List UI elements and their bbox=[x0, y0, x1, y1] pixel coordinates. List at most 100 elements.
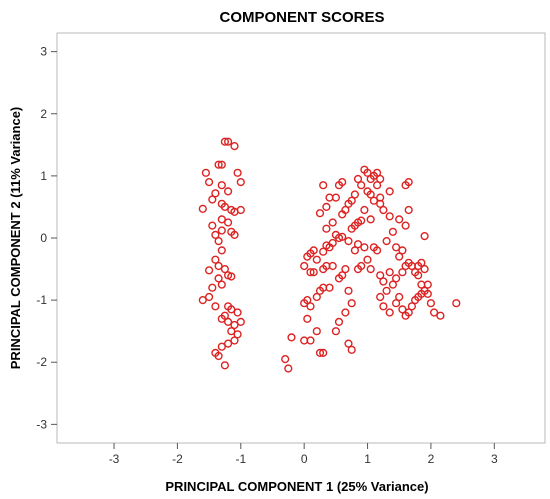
data-point bbox=[217, 160, 226, 169]
data-point bbox=[236, 178, 245, 187]
data-point bbox=[436, 311, 445, 320]
data-point bbox=[334, 274, 344, 283]
data-point bbox=[211, 230, 220, 240]
data-point bbox=[217, 342, 226, 351]
data-point bbox=[328, 238, 337, 248]
data-point bbox=[306, 268, 315, 277]
plot-area-frame bbox=[56, 32, 546, 444]
data-point bbox=[369, 196, 379, 205]
data-point bbox=[423, 289, 432, 299]
data-point bbox=[325, 283, 334, 292]
data-point bbox=[360, 243, 369, 252]
data-point bbox=[214, 261, 223, 271]
data-point bbox=[357, 261, 366, 271]
data-point bbox=[401, 221, 410, 230]
data-point bbox=[224, 187, 233, 196]
data-point bbox=[392, 274, 401, 283]
data-point bbox=[205, 292, 214, 302]
x-tick-label: 2 bbox=[428, 452, 435, 466]
data-point bbox=[347, 345, 356, 354]
data-point bbox=[217, 280, 226, 289]
data-point bbox=[227, 272, 236, 281]
data-point bbox=[331, 327, 341, 336]
data-point bbox=[319, 348, 328, 358]
y-tick-label: 1 bbox=[40, 169, 47, 183]
data-point bbox=[315, 348, 325, 358]
data-point bbox=[344, 237, 353, 246]
data-point bbox=[224, 317, 233, 327]
data-point bbox=[357, 216, 366, 225]
data-point bbox=[211, 255, 220, 264]
x-tick-label: 3 bbox=[491, 452, 498, 466]
data-point bbox=[376, 193, 385, 202]
x-axis-label: PRINCIPAL COMPONENT 1 (25% Variance) bbox=[165, 479, 428, 494]
data-point bbox=[379, 205, 388, 215]
data-point bbox=[331, 193, 341, 202]
data-point bbox=[208, 195, 217, 204]
data-point bbox=[214, 160, 223, 169]
data-point bbox=[319, 181, 328, 190]
data-point bbox=[211, 189, 220, 198]
data-point bbox=[382, 237, 391, 246]
data-point bbox=[281, 355, 290, 364]
data-point bbox=[217, 314, 226, 323]
data-point bbox=[344, 339, 353, 348]
data-point bbox=[388, 280, 398, 289]
data-point bbox=[233, 168, 242, 177]
data-point bbox=[395, 252, 404, 261]
data-point bbox=[201, 168, 211, 177]
data-point bbox=[236, 317, 245, 327]
data-point bbox=[344, 286, 353, 295]
x-tick-label: 1 bbox=[364, 452, 371, 466]
data-point bbox=[233, 330, 242, 339]
data-point bbox=[385, 212, 394, 221]
data-point bbox=[395, 292, 404, 302]
y-tick-label: -1 bbox=[36, 293, 47, 307]
data-point bbox=[214, 237, 223, 246]
data-point bbox=[227, 327, 236, 336]
data-point bbox=[214, 351, 223, 361]
data-point bbox=[341, 205, 350, 215]
data-point bbox=[220, 361, 230, 370]
data-point bbox=[401, 261, 410, 271]
x-tick-label: -3 bbox=[109, 452, 120, 466]
data-point bbox=[334, 317, 344, 327]
data-point bbox=[214, 274, 223, 283]
data-point bbox=[217, 246, 226, 255]
data-point bbox=[205, 178, 214, 187]
data-point bbox=[366, 190, 375, 199]
data-point bbox=[303, 314, 312, 323]
data-point bbox=[363, 168, 372, 177]
data-point bbox=[385, 268, 394, 277]
data-point bbox=[366, 215, 375, 224]
data-point bbox=[404, 205, 413, 215]
data-point bbox=[404, 178, 413, 187]
data-point bbox=[319, 247, 328, 256]
data-point bbox=[398, 246, 407, 255]
data-point bbox=[373, 181, 382, 190]
data-point bbox=[373, 246, 382, 255]
x-axis-ticks: -3 -2 -1 0 1 2 3 bbox=[109, 443, 498, 466]
data-point bbox=[376, 271, 385, 280]
data-point bbox=[300, 261, 309, 271]
data-point bbox=[220, 137, 230, 146]
data-point bbox=[208, 221, 217, 230]
data-point bbox=[420, 265, 429, 274]
data-point bbox=[220, 202, 230, 212]
data-point bbox=[312, 327, 321, 336]
data-point bbox=[398, 305, 407, 314]
data-point bbox=[388, 227, 398, 236]
data-point bbox=[312, 255, 321, 264]
data-point bbox=[357, 181, 366, 190]
data-point bbox=[360, 205, 369, 215]
data-point bbox=[379, 277, 388, 286]
data-point bbox=[382, 286, 391, 295]
data-point bbox=[392, 299, 401, 308]
data-point bbox=[322, 202, 331, 212]
data-point bbox=[312, 292, 321, 302]
data-point bbox=[217, 226, 226, 235]
data-point bbox=[452, 299, 461, 308]
data-point bbox=[376, 292, 385, 302]
data-point bbox=[284, 364, 293, 373]
